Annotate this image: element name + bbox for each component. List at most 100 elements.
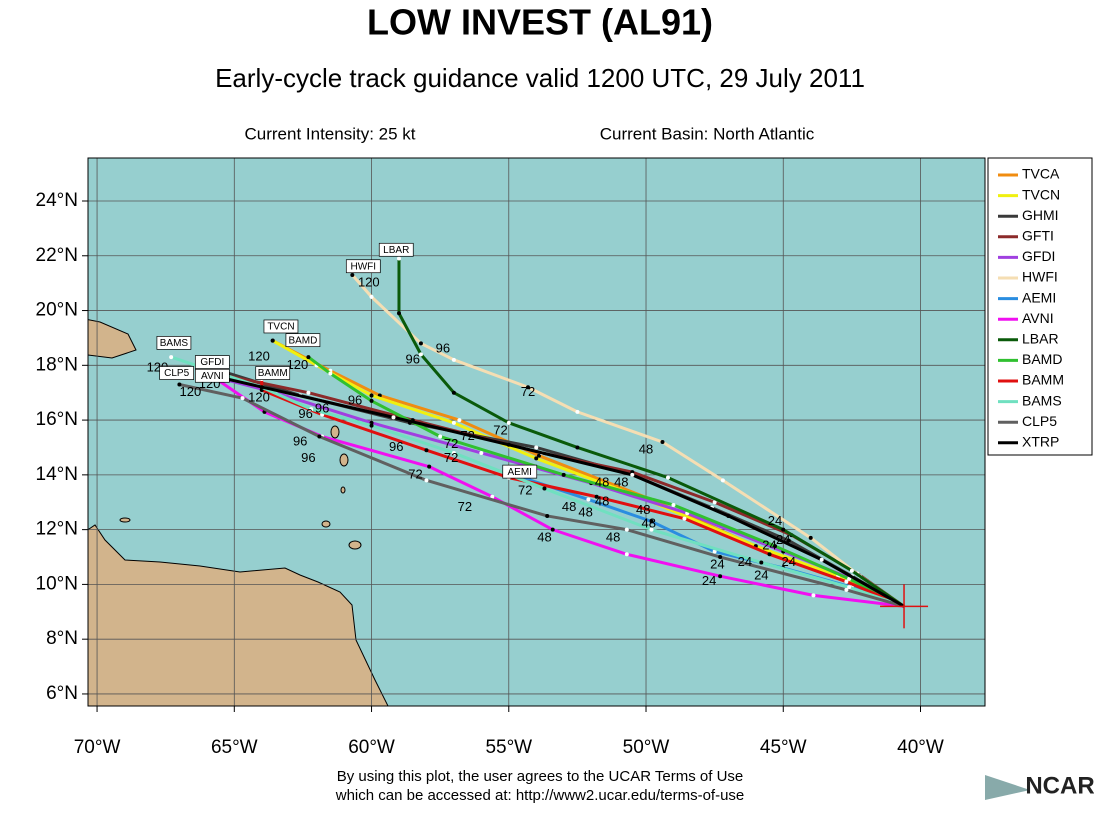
track-point: [451, 390, 456, 395]
track-point: [534, 456, 539, 461]
track-point: [490, 494, 495, 499]
track-point: [369, 398, 374, 403]
track-point: [624, 527, 629, 532]
track-point: [718, 555, 723, 560]
hour-label: 72: [518, 483, 532, 498]
hour-label: 72: [458, 499, 472, 514]
label-box: [194, 355, 230, 369]
track-point: [369, 423, 374, 428]
model-label: GFDI: [200, 357, 224, 368]
hour-label: 96: [436, 340, 450, 355]
legend-label: GFTI: [1022, 228, 1054, 244]
island: [339, 453, 349, 467]
footer-line: By using this plot, the user agrees to t…: [337, 768, 744, 785]
track-point: [506, 420, 511, 425]
track-point: [767, 552, 772, 557]
lat-label: 24°N: [36, 190, 78, 211]
track-line: [397, 258, 905, 608]
track-point: [561, 472, 566, 477]
lon-label: 45°W: [760, 737, 807, 758]
track-point: [424, 478, 429, 483]
legend-label: BAMS: [1022, 392, 1062, 408]
hour-label: 120: [248, 349, 270, 364]
hour-label: 72: [408, 466, 422, 481]
hour-label: 24: [754, 568, 768, 583]
lat-label: 10°N: [36, 573, 78, 594]
track-point: [451, 357, 456, 362]
label-box: [378, 242, 414, 257]
track-point: [369, 294, 374, 299]
track-point: [811, 593, 816, 598]
hour-label: 120: [287, 357, 309, 372]
hour-label: 96: [315, 401, 329, 416]
legend-label: TVCA: [1022, 166, 1060, 182]
track-point: [542, 486, 547, 491]
track-point: [624, 552, 629, 557]
track-point: [391, 415, 396, 420]
track-point: [369, 393, 374, 398]
hour-label: 24: [768, 513, 782, 528]
label-box: [255, 366, 291, 380]
track-point: [451, 450, 456, 455]
legend-label: HWFI: [1022, 269, 1058, 285]
hour-label: 48: [578, 505, 592, 520]
hour-label: 72: [444, 436, 458, 451]
island: [340, 486, 346, 494]
track-point: [424, 448, 429, 453]
track-point: [594, 494, 599, 499]
track-point: [819, 557, 824, 562]
label-box: [263, 319, 299, 334]
hour-label: 96: [405, 351, 419, 366]
lat-label: 20°N: [36, 300, 78, 321]
lon-label: 70°W: [74, 737, 121, 758]
track-point: [649, 519, 654, 524]
model-label: AEMI: [508, 467, 532, 478]
intensity: Current Intensity: 25 kt: [244, 124, 415, 143]
model-label: BAMM: [258, 368, 288, 379]
hour-label: 96: [389, 439, 403, 454]
label-box: [194, 368, 230, 383]
island: [348, 540, 362, 550]
hour-label: 48: [595, 475, 609, 490]
track-point: [438, 434, 443, 439]
lat-label: 22°N: [36, 245, 78, 266]
hour-label: 72: [521, 384, 535, 399]
hour-label: 24: [762, 538, 776, 553]
track-point: [630, 472, 635, 477]
track-point: [506, 442, 511, 447]
island: [330, 425, 340, 439]
basin: Current Basin: North Atlantic: [600, 124, 815, 143]
lat-label: 6°N: [46, 683, 78, 704]
footer-line: which can be accessed at: http://www2.uc…: [335, 787, 745, 804]
hour-label: 72: [460, 428, 474, 443]
lat-label: 12°N: [36, 519, 78, 540]
track-point: [726, 513, 731, 518]
hour-label: 48: [639, 442, 653, 457]
track-point: [718, 574, 723, 579]
legend-label: AEMI: [1022, 289, 1056, 305]
track-point: [808, 535, 813, 540]
graticule: [82, 158, 985, 712]
hour-label: 120: [358, 275, 380, 290]
track-point: [712, 549, 717, 554]
hour-label: 24: [776, 532, 790, 547]
legend-label: BAMD: [1022, 351, 1062, 367]
legend-label: XTRP: [1022, 434, 1059, 450]
model-label: BAMS: [160, 338, 189, 349]
label-box: [156, 336, 192, 350]
lon-label: 40°W: [897, 737, 944, 758]
legend-label: TVCN: [1022, 186, 1060, 202]
track-point: [545, 513, 550, 518]
legend-label: BAMM: [1022, 372, 1064, 388]
model-label: LBAR: [383, 245, 409, 256]
track-point: [847, 585, 852, 590]
hour-label: 48: [614, 475, 628, 490]
model-label: CLP5: [164, 368, 189, 379]
track-line: [260, 379, 905, 608]
lat-label: 18°N: [36, 354, 78, 375]
track-point: [844, 579, 849, 584]
track-point: [720, 478, 725, 483]
legend-label: LBAR: [1022, 331, 1059, 347]
map-frame: [87, 157, 986, 707]
